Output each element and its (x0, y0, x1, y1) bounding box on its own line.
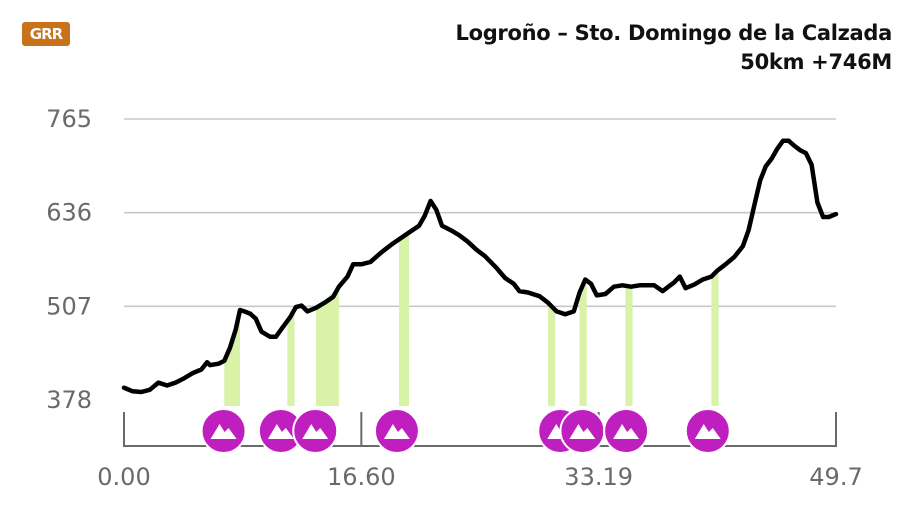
y-tick-label: 636 (46, 199, 92, 227)
mountain-icon (267, 424, 294, 439)
climb-highlight-band (548, 302, 556, 406)
chart-title-block: Logroño – Sto. Domingo de la Calzada 50k… (455, 18, 892, 76)
climb-highlights (224, 232, 719, 406)
brand-logo-text: GRR (29, 25, 63, 43)
x-tick-label: 33.19 (564, 463, 633, 491)
climb-highlight-band (287, 309, 295, 406)
x-tick-label: 0.00 (97, 463, 150, 491)
elevation-line-group (121, 138, 839, 395)
x-axis-labels: 0.00 16.60 33.19 49.7 (97, 463, 862, 491)
climb-marker (559, 408, 606, 454)
y-tick-label: 765 (46, 105, 92, 133)
gridlines (124, 118, 836, 308)
mountain-icon (210, 424, 237, 439)
climb-markers (200, 408, 731, 454)
x-tick-label: 16.60 (327, 463, 396, 491)
mountain-icon (302, 424, 329, 439)
climb-marker (373, 408, 420, 454)
y-tick-label: 507 (46, 292, 92, 320)
y-tick-label: 378 (46, 386, 92, 414)
climb-highlight-band (315, 286, 339, 406)
x-tick-label: 49.7 (809, 463, 862, 491)
climb-marker (603, 408, 650, 454)
climb-highlight-band (625, 285, 633, 406)
climb-highlight-band (579, 280, 587, 406)
elevation-line (121, 138, 839, 395)
mountain-icon (613, 424, 640, 439)
mountain-icon (569, 424, 596, 439)
y-axis-labels: 765 636 507 378 (46, 105, 92, 414)
mountain-icon (383, 424, 410, 439)
climb-marker (684, 408, 731, 454)
mountain-icon (694, 424, 721, 439)
brand-logo: GRR (22, 22, 70, 46)
climb-highlight-band (711, 269, 719, 406)
climb-marker (292, 408, 339, 454)
route-title: Logroño – Sto. Domingo de la Calzada (455, 21, 892, 45)
climb-highlight-band (399, 232, 410, 406)
route-subtitle: 50km +746M (740, 50, 892, 74)
climb-marker (200, 408, 247, 454)
